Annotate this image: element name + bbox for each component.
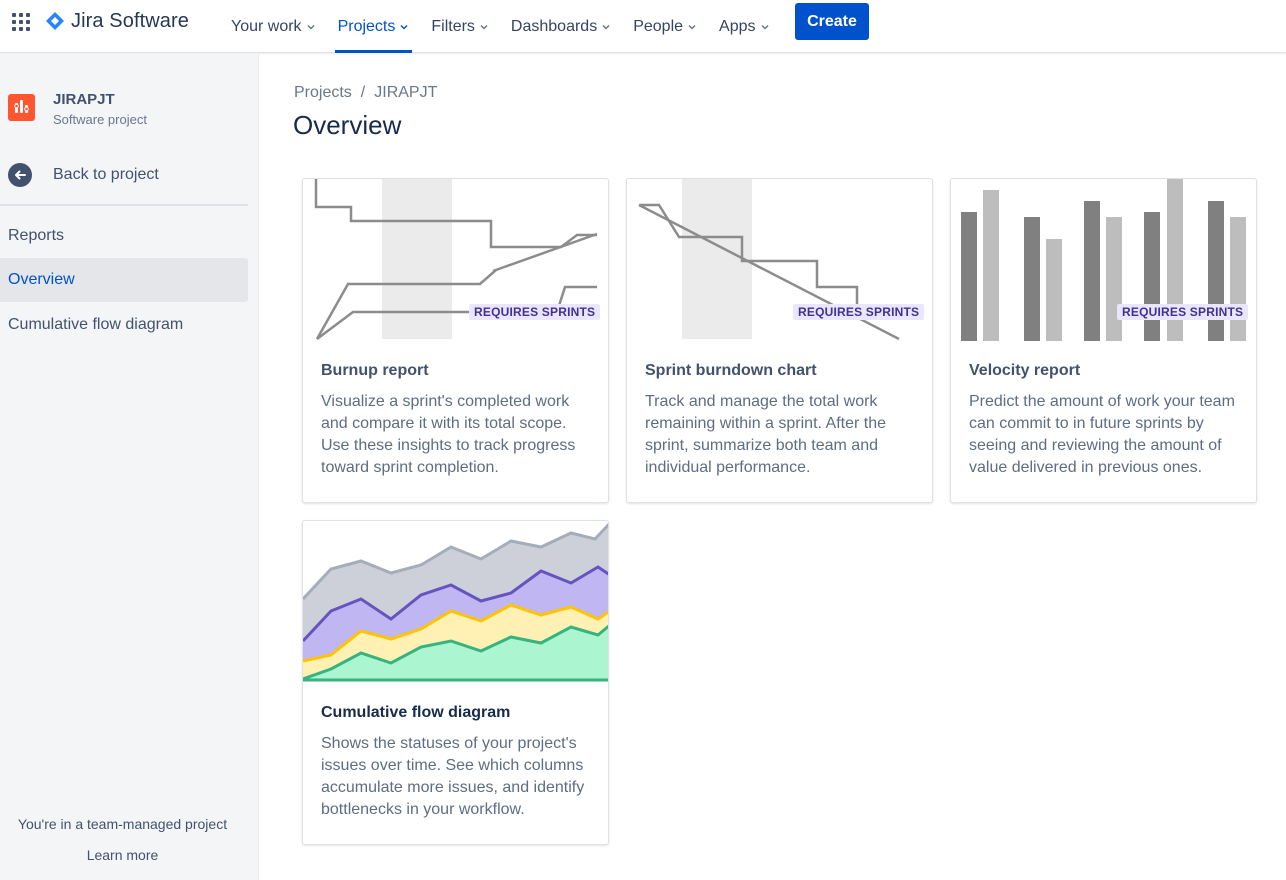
project-sidebar: JIRAPJT Software project Back to project…: [0, 54, 259, 880]
burnup-illustration: [314, 179, 598, 340]
card-title: Velocity report: [969, 362, 1081, 379]
nav-label: People: [633, 17, 684, 35]
arrow-left-circle-icon: [8, 163, 32, 187]
sidebar-item-label: Overview: [8, 271, 75, 288]
nav-dashboards[interactable]: Dashboards: [500, 0, 622, 53]
breadcrumb-projects[interactable]: Projects: [294, 84, 352, 101]
learn-more-link[interactable]: Learn more: [86, 847, 159, 863]
chevron-down-icon: [480, 24, 488, 30]
project-avatar-icon: [14, 100, 29, 113]
velocity-illustration: [961, 179, 1246, 341]
project-type: Software project: [53, 112, 147, 127]
jira-diamond-icon: [46, 12, 64, 30]
sidebar-divider: [0, 204, 248, 206]
sidebar-item-overview[interactable]: Overview: [0, 258, 248, 302]
report-card-burnup[interactable]: REQUIRES SPRINTS Burnup report Visualize…: [302, 178, 609, 503]
jira-logo[interactable]: Jira Software: [46, 9, 189, 33]
sidebar-item-label: Cumulative flow diagram: [8, 316, 184, 333]
nav-label: Projects: [337, 17, 396, 35]
chevron-down-icon: [602, 24, 610, 30]
nav-label: Your work: [231, 17, 302, 35]
requires-sprints-badge: REQUIRES SPRINTS: [1117, 304, 1249, 320]
chevron-down-icon: [400, 24, 408, 30]
chevron-down-icon: [760, 24, 769, 30]
requires-sprints-badge: REQUIRES SPRINTS: [793, 304, 925, 320]
sidebar-item-cumulative-flow-diagram[interactable]: Cumulative flow diagram: [0, 303, 248, 347]
card-description: Shows the statuses of your project's iss…: [321, 735, 585, 818]
burndown-illustration: [638, 179, 922, 341]
nav-label: Apps: [719, 17, 756, 35]
nav-label: Filters: [431, 17, 475, 35]
app-switcher-icon[interactable]: [11, 12, 31, 32]
card-title: Cumulative flow diagram: [321, 704, 511, 721]
project-name[interactable]: JIRAPJT: [53, 91, 115, 108]
breadcrumb: Projects / JIRAPJT: [294, 84, 437, 102]
card-description: Predict the amount of work your team can…: [969, 393, 1235, 476]
requires-sprints-badge: REQUIRES SPRINTS: [469, 304, 601, 320]
back-to-project-link[interactable]: Back to project: [8, 161, 159, 189]
chevron-down-icon: [307, 24, 315, 30]
back-to-project-label: Back to project: [53, 166, 159, 183]
report-card-velocity[interactable]: REQUIRES SPRINTS Velocity report Predict…: [950, 178, 1257, 503]
cumulative-flow-illustration: [303, 522, 608, 682]
create-button[interactable]: Create: [795, 3, 869, 40]
report-card-cumulative-flow-diagram[interactable]: Cumulative flow diagram Shows the status…: [302, 520, 609, 845]
card-description: Visualize a sprint's completed work and …: [321, 393, 576, 476]
primary-nav: Your work Projects Filters Dashboards Pe…: [220, 0, 781, 53]
project-avatar: [8, 94, 35, 121]
page-title: Overview: [293, 110, 402, 140]
report-card-sprint-burndown[interactable]: REQUIRES SPRINTS Sprint burndown chart T…: [626, 178, 933, 503]
nav-projects[interactable]: Projects: [327, 0, 421, 53]
nav-apps[interactable]: Apps: [708, 0, 780, 53]
card-description: Track and manage the total work remainin…: [645, 393, 887, 476]
breadcrumb-separator: /: [360, 84, 366, 101]
reports-heading: Reports: [8, 227, 65, 244]
nav-your-work[interactable]: Your work: [220, 0, 327, 53]
chevron-down-icon: [688, 24, 696, 30]
card-title: Burnup report: [321, 362, 429, 379]
top-navigation: Jira Software Your work Projects Filters…: [0, 0, 1286, 53]
nav-people[interactable]: People: [622, 0, 708, 53]
nav-filters[interactable]: Filters: [420, 0, 500, 53]
brand-name: Jira Software: [71, 9, 190, 32]
breadcrumb-project[interactable]: JIRAPJT: [374, 84, 438, 101]
nav-label: Dashboards: [510, 17, 598, 35]
team-managed-notice: You're in a team-managed project: [17, 816, 228, 832]
card-title: Sprint burndown chart: [645, 362, 817, 379]
